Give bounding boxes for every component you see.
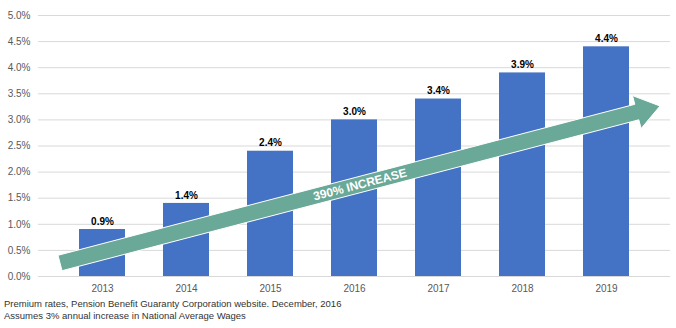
svg-text:1.4%: 1.4%: [175, 190, 198, 201]
svg-text:2.0%: 2.0%: [8, 166, 31, 177]
svg-text:2015: 2015: [259, 283, 282, 294]
svg-text:2017: 2017: [427, 283, 450, 294]
svg-text:2018: 2018: [511, 283, 534, 294]
svg-text:1.0%: 1.0%: [8, 219, 31, 230]
svg-text:390% INCREASE: 390% INCREASE: [312, 166, 408, 204]
svg-text:2013: 2013: [91, 283, 114, 294]
html-text:Assumes 3% annual increase in: Assumes 3% annual increase in National A…: [4, 310, 246, 321]
svg-text:2.5%: 2.5%: [8, 140, 31, 151]
svg-text:4.4%: 4.4%: [595, 33, 618, 44]
svg-text:4.0%: 4.0%: [8, 62, 31, 73]
svg-text:0.0%: 0.0%: [8, 271, 31, 282]
svg-text:3.4%: 3.4%: [427, 85, 450, 96]
svg-text:3.9%: 3.9%: [511, 59, 534, 70]
svg-text:3.0%: 3.0%: [8, 114, 31, 125]
svg-text:1.5%: 1.5%: [8, 192, 31, 203]
svg-text:2014: 2014: [175, 283, 198, 294]
svg-text:3.0%: 3.0%: [343, 106, 366, 117]
svg-text:5.0%: 5.0%: [8, 10, 31, 21]
html-text:Premium rates, Pension Benefit: Premium rates, Pension Benefit Guaranty …: [4, 298, 342, 309]
svg-text:3.5%: 3.5%: [8, 88, 31, 99]
svg-text:0.5%: 0.5%: [8, 245, 31, 256]
svg-text:0.9%: 0.9%: [91, 216, 114, 227]
svg-text:2016: 2016: [343, 283, 366, 294]
svg-text:2019: 2019: [595, 283, 618, 294]
svg-text:2.4%: 2.4%: [259, 137, 282, 148]
svg-text:4.5%: 4.5%: [8, 36, 31, 47]
